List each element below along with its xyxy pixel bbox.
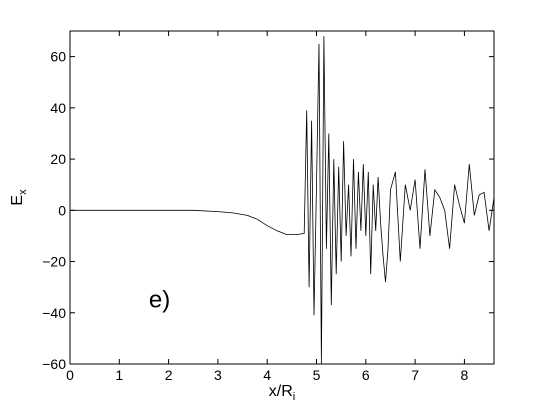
plot-frame xyxy=(69,30,495,365)
x-tick-label-4: 4 xyxy=(263,367,271,383)
tick-labels: 0 1 2 3 4 5 6 7 8 −60 −40 −20 0 20 40 60 xyxy=(42,49,468,383)
y-tick-label-3: 0 xyxy=(58,202,66,218)
x-axis-label: x/Ri xyxy=(269,383,295,403)
x-axis-label-main: x/R xyxy=(269,383,293,400)
x-tick-label-2: 2 xyxy=(165,367,173,383)
x-axis-label-sub: i xyxy=(293,391,295,403)
x-tick-label-8: 8 xyxy=(461,367,469,383)
x-tick-label-6: 6 xyxy=(362,367,370,383)
y-axis-label: Ex xyxy=(9,189,29,206)
y-tick-label-4: 20 xyxy=(50,151,66,167)
x-tick-label-7: 7 xyxy=(411,367,419,383)
x-tick-label-1: 1 xyxy=(115,367,123,383)
y-tick-label-2: −20 xyxy=(42,254,66,270)
x-tick-label-3: 3 xyxy=(214,367,222,383)
axis-ticks xyxy=(69,31,494,365)
y-tick-label-0: −60 xyxy=(42,356,66,372)
y-tick-label-5: 40 xyxy=(50,100,66,116)
y-axis-label-sub: x xyxy=(17,189,29,195)
x-tick-label-5: 5 xyxy=(313,367,321,383)
y-axis-label-main: E xyxy=(9,195,26,206)
series-line-ex xyxy=(70,36,494,364)
y-tick-label-1: −40 xyxy=(42,305,66,321)
y-tick-label-6: 60 xyxy=(50,49,66,65)
x-tick-label-0: 0 xyxy=(66,367,74,383)
panel-annotation: e) xyxy=(149,287,170,314)
